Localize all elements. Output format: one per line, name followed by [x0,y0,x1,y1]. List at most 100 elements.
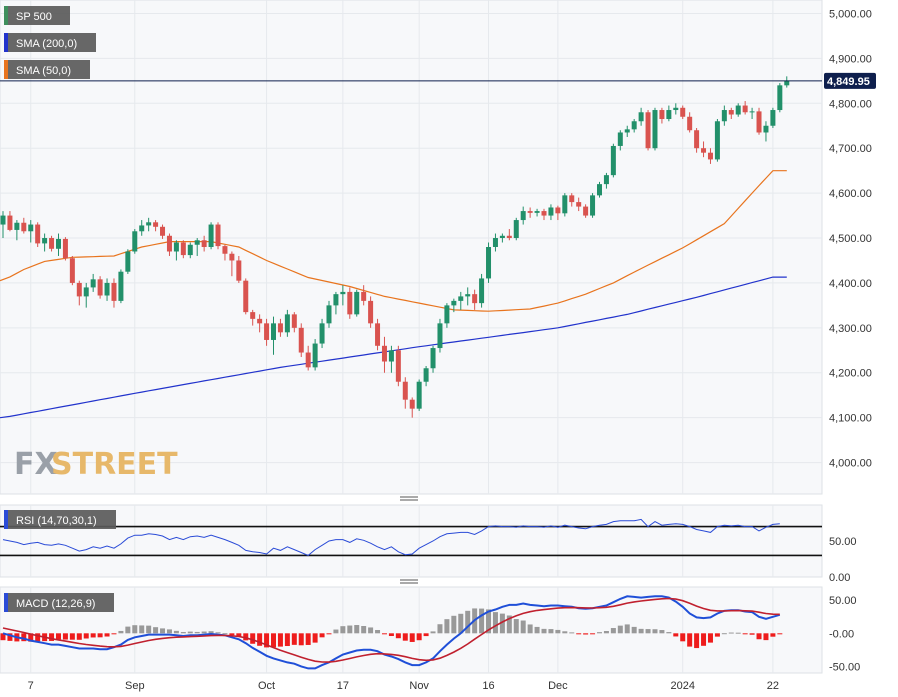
candle-50[interactable] [347,287,353,319]
candle-47[interactable] [326,300,332,328]
candle-83[interactable] [576,197,582,212]
rsi-resize-handle[interactable] [400,496,418,501]
candle-48[interactable] [333,291,339,315]
candle-89[interactable] [617,130,623,151]
candle-44[interactable] [305,345,311,371]
candle-110[interactable] [763,121,769,142]
candle-96[interactable] [666,105,672,122]
candle-58[interactable] [402,377,408,409]
candle-22[interactable] [153,220,159,232]
candle-42[interactable] [291,312,297,333]
candle-41[interactable] [284,309,290,337]
price-panel[interactable] [0,0,823,495]
candle-51[interactable] [354,289,360,317]
candle-6[interactable] [42,233,48,252]
candle-31[interactable] [215,222,221,250]
candle-39[interactable] [271,316,277,355]
candle-43[interactable] [298,323,304,358]
candle-82[interactable] [569,193,575,207]
candle-109[interactable] [756,107,762,135]
candle-76[interactable] [527,207,533,218]
candle-105[interactable] [728,107,734,120]
price-axis[interactable]: 4,000.00 4,100.00 4,200.00 4,300.00 4,400.00… [829,8,872,469]
candle-34[interactable] [236,255,242,283]
candle-2[interactable] [14,220,20,241]
candle-92[interactable] [638,107,644,126]
candle-65[interactable] [451,298,457,313]
candle-38[interactable] [264,318,270,346]
candle-53[interactable] [368,296,374,328]
candle-77[interactable] [534,208,540,217]
candle-72[interactable] [499,233,505,243]
candle-68[interactable] [472,289,478,310]
candle-29[interactable] [201,235,207,252]
candle-102[interactable] [707,148,713,164]
candle-71[interactable] [492,233,498,252]
candle-9[interactable] [62,237,68,261]
legend-macd[interactable]: MACD (12,26,9) [4,593,114,612]
candle-64[interactable] [444,303,450,328]
candle-97[interactable] [673,103,679,115]
candle-7[interactable] [49,235,55,252]
candle-104[interactable] [721,105,727,126]
candle-63[interactable] [437,318,443,353]
candle-8[interactable] [55,233,61,256]
candle-11[interactable] [76,280,82,306]
candle-75[interactable] [520,206,526,225]
candle-84[interactable] [583,204,589,218]
candlesticks[interactable] [0,76,790,418]
candle-21[interactable] [146,217,152,232]
candle-94[interactable] [652,107,658,151]
candle-13[interactable] [90,273,96,292]
macd-panel[interactable] [0,586,823,674]
candle-95[interactable] [659,107,665,124]
candle-4[interactable] [28,220,34,243]
candle-5[interactable] [35,222,41,247]
candle-28[interactable] [194,238,200,256]
candle-57[interactable] [395,345,401,387]
time-axis[interactable]: 7 Sep Oct 17 Nov 16 Dec 2024 22 [28,680,779,692]
candle-20[interactable] [139,220,145,236]
candle-100[interactable] [694,127,700,153]
legend-sp500[interactable]: SP 500 [4,6,70,25]
candle-87[interactable] [603,172,609,189]
candle-1[interactable] [7,211,13,232]
candle-10[interactable] [69,255,75,286]
candle-27[interactable] [187,242,193,259]
candle-106[interactable] [735,103,741,117]
candle-103[interactable] [714,119,720,162]
candle-98[interactable] [680,105,686,120]
candle-45[interactable] [312,339,318,371]
candle-79[interactable] [548,204,554,221]
candle-32[interactable] [222,244,228,261]
candle-24[interactable] [166,233,172,256]
candle-49[interactable] [340,285,346,306]
candle-112[interactable] [777,83,783,113]
candle-52[interactable] [361,285,367,306]
rsi-panel[interactable] [0,504,823,578]
candle-113[interactable] [784,76,790,88]
candle-33[interactable] [229,251,235,277]
candle-81[interactable] [562,193,568,217]
candle-56[interactable] [388,345,394,373]
candle-40[interactable] [277,318,283,337]
candle-88[interactable] [610,143,616,178]
candle-19[interactable] [132,229,138,254]
candle-111[interactable] [770,107,776,128]
candle-101[interactable] [701,141,707,158]
legend-sma200[interactable]: SMA (200,0) [4,33,96,52]
candle-23[interactable] [160,224,166,239]
candle-91[interactable] [631,119,637,133]
candle-74[interactable] [513,217,519,241]
candle-17[interactable] [118,269,124,304]
candle-61[interactable] [423,366,429,387]
legend-sma50[interactable]: SMA (50,0) [4,60,90,79]
candle-46[interactable] [319,318,325,349]
candle-12[interactable] [83,282,89,308]
candle-16[interactable] [111,278,117,308]
candle-59[interactable] [409,397,415,418]
candle-36[interactable] [250,309,256,326]
candle-0[interactable] [0,211,6,239]
candle-37[interactable] [257,314,263,333]
